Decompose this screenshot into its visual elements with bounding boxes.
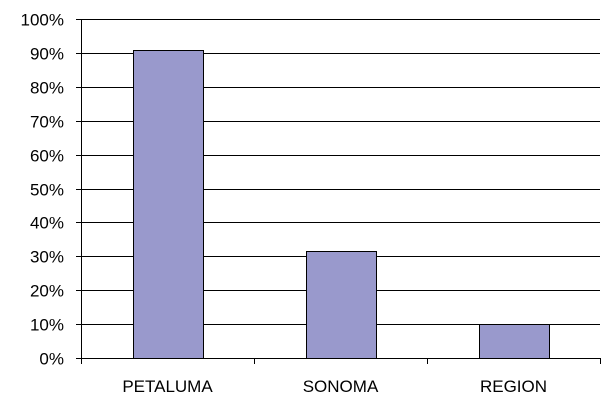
y-tick-label: 40% [30, 214, 64, 233]
y-tick-label: 70% [30, 113, 64, 132]
x-category-label: REGION [480, 377, 547, 396]
y-tick-label: 90% [30, 45, 64, 64]
y-tick-label: 0% [39, 350, 64, 369]
y-tick-label: 20% [30, 282, 64, 301]
y-tick-label: 100% [21, 11, 64, 30]
bar-petaluma [133, 50, 204, 359]
y-tick-label: 80% [30, 79, 64, 98]
x-category-label: PETALUMA [122, 377, 213, 396]
y-tick-label: 10% [30, 316, 64, 335]
axes [81, 19, 601, 364]
y-tick-label: 60% [30, 147, 64, 166]
x-axis-category-labels: PETALUMA SONOMA REGION [122, 377, 547, 396]
y-tick-label: 50% [30, 181, 64, 200]
bar-region [479, 324, 550, 359]
x-category-label: SONOMA [303, 377, 379, 396]
y-tick-label: 30% [30, 248, 64, 267]
bars [133, 50, 550, 359]
y-axis-tick-labels: 0% 10% 20% 30% 40% 50% 60% 70% 80% 90% 100% [21, 11, 64, 369]
bar-sonoma [306, 251, 377, 359]
